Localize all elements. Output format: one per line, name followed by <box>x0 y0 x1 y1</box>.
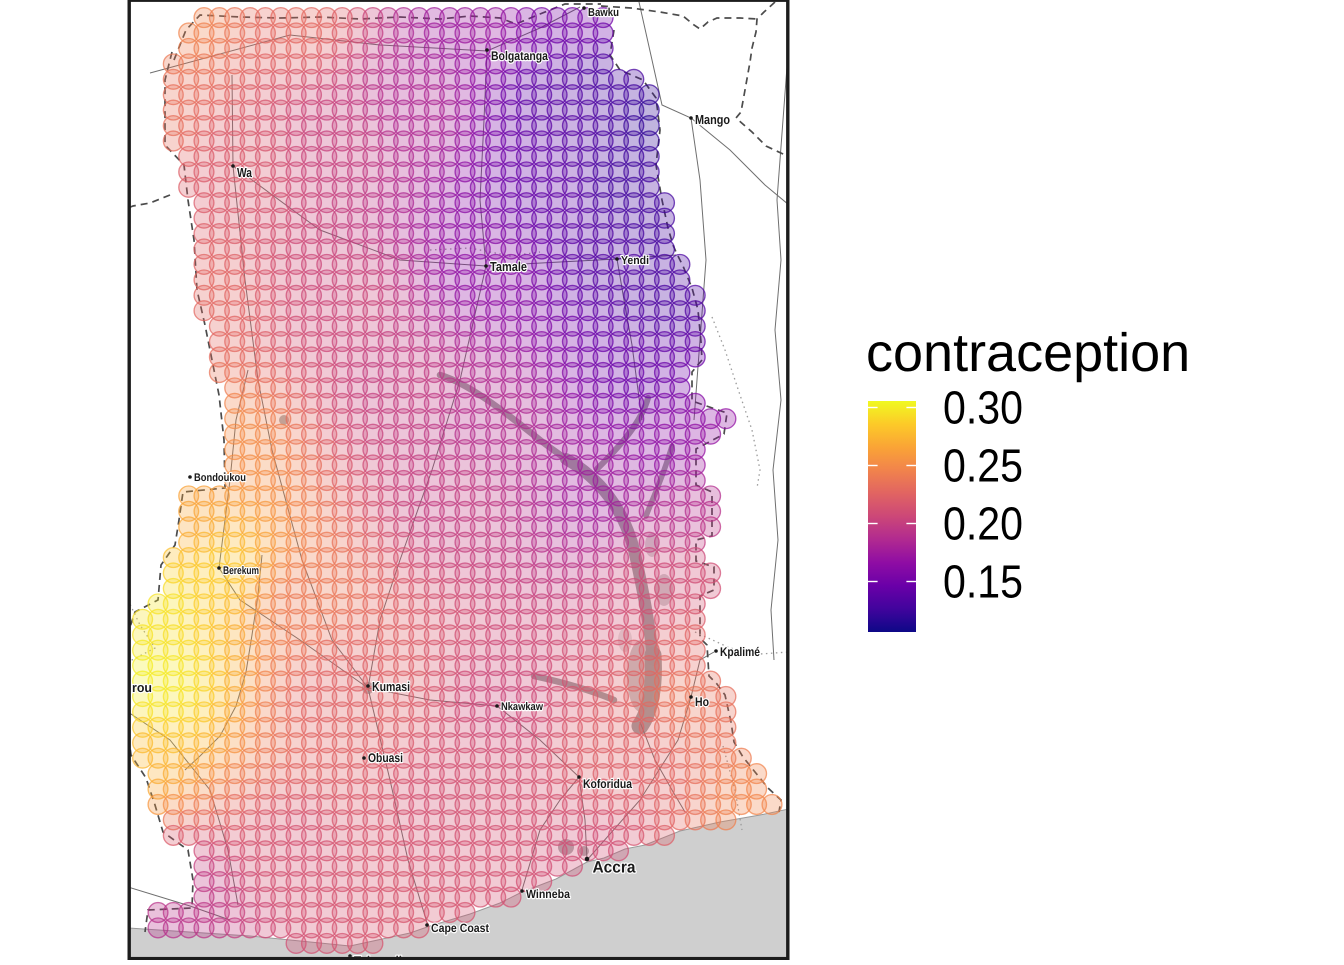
svg-text:Wa: Wa <box>237 165 253 180</box>
svg-text:Koforidua: Koforidua <box>583 777 633 791</box>
svg-text:Accra: Accra <box>593 859 637 877</box>
svg-text:Kumasi: Kumasi <box>372 679 410 694</box>
svg-text:Obuasi: Obuasi <box>368 751 403 765</box>
svg-text:Tamale: Tamale <box>490 259 527 274</box>
svg-text:contraception: contraception <box>866 323 1190 383</box>
svg-text:Bondoukou: Bondoukou <box>194 472 246 484</box>
svg-text:rou: rou <box>132 680 152 695</box>
svg-text:Berekum: Berekum <box>223 565 259 577</box>
svg-text:Bawku: Bawku <box>588 7 619 19</box>
svg-text:0.15: 0.15 <box>943 556 1023 608</box>
svg-text:Ho: Ho <box>695 695 709 709</box>
svg-text:0.20: 0.20 <box>943 498 1023 550</box>
svg-text:Bolgatanga: Bolgatanga <box>491 49 549 63</box>
svg-text:Mango: Mango <box>695 112 730 127</box>
svg-text:Takoradi: Takoradi <box>354 954 402 961</box>
svg-text:Winneba: Winneba <box>526 887 570 901</box>
svg-text:Nkawkaw: Nkawkaw <box>501 701 543 713</box>
svg-text:0.25: 0.25 <box>943 440 1023 492</box>
svg-text:Yendi: Yendi <box>621 255 649 267</box>
svg-text:0.30: 0.30 <box>943 382 1023 434</box>
svg-text:Kpalimé: Kpalimé <box>720 645 760 659</box>
svg-text:Cape Coast: Cape Coast <box>431 921 489 935</box>
